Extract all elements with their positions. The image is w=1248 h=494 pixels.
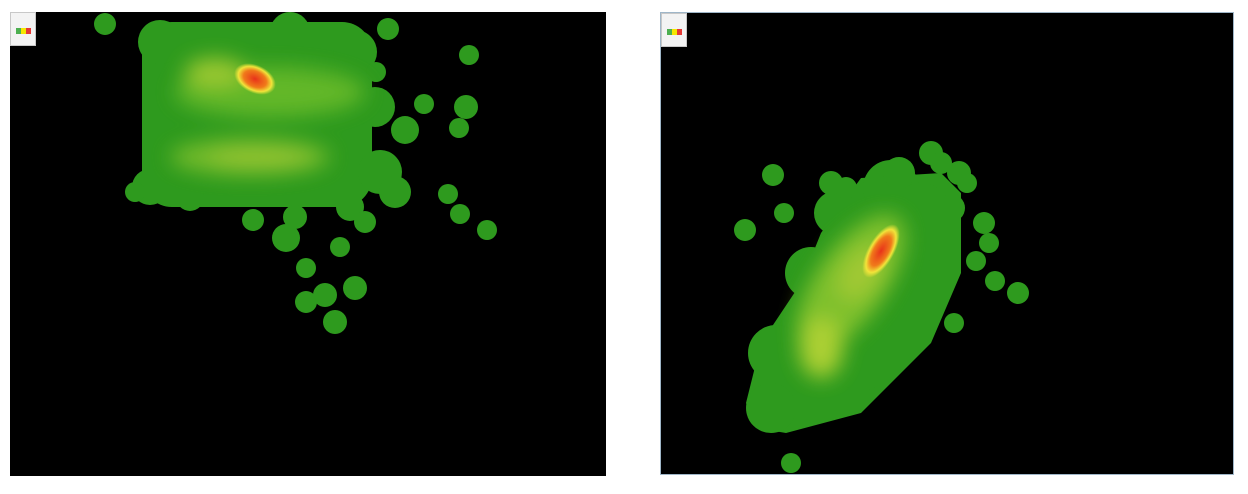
- heatmap-right-scatter: [734, 141, 1029, 473]
- heatmap-left-canvas: [94, 12, 497, 334]
- heatmap-right-hotspot: [862, 224, 900, 278]
- heatmap-panel-right: [660, 12, 1234, 475]
- heatmap-left-green-region: [125, 12, 411, 233]
- legend-icon: [661, 13, 687, 47]
- legend-swatch: [672, 29, 677, 35]
- heatmap-right-canvas: [734, 141, 1029, 473]
- legend-icon: [10, 12, 36, 46]
- legend-swatch: [667, 29, 672, 35]
- legend-swatch: [26, 28, 31, 34]
- heatmap-panel-left: [10, 12, 606, 476]
- legend-swatch: [16, 28, 21, 34]
- legend-swatch: [677, 29, 682, 35]
- legend-swatch: [21, 28, 26, 34]
- heatmap-left-scatter: [94, 13, 497, 334]
- heatmap-left-hotspot: [234, 63, 276, 95]
